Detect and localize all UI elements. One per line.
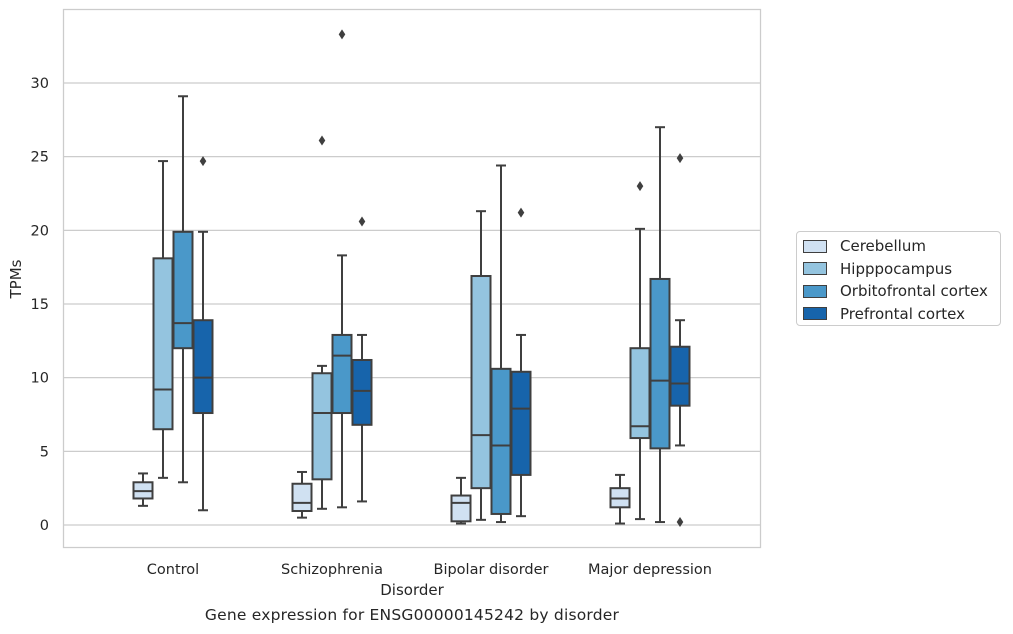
box-cerebellum (450, 476, 472, 525)
box-iqr (669, 345, 691, 407)
x-tick-labels: Control Schizophrenia Bipolar disorder Majo… (147, 562, 712, 578)
legend: Cerebellum Hipppocampus Orbitofrontal cort… (796, 231, 1001, 326)
legend-item: Prefrontal cortex (803, 303, 1000, 326)
outlier-point (636, 181, 644, 192)
box-iqr (331, 333, 353, 415)
box-prefrontal-cortex (669, 153, 691, 528)
legend-label: Hipppocampus (840, 259, 953, 278)
x-tick-label: Bipolar disorder (434, 562, 549, 578)
y-tick-label: 5 (40, 444, 49, 460)
legend-label: Cerebellum (840, 237, 926, 256)
x-axis-label: Disorder (380, 581, 444, 599)
outlier-point (338, 29, 346, 40)
box-hipppocampus (311, 135, 333, 510)
legend-item: Cerebellum (803, 235, 1000, 258)
legend-item: Orbitofrontal cortex (803, 280, 1000, 303)
legend-swatch (803, 262, 827, 276)
box-iqr (351, 358, 373, 426)
box-orbitofrontal-cortex (331, 29, 353, 509)
legend-swatch (803, 239, 827, 253)
outlier-point (676, 517, 684, 528)
box-cerebellum (291, 470, 313, 519)
y-tick-label: 0 (40, 518, 49, 534)
y-tick-label: 25 (31, 150, 49, 166)
y-axis-label: TPMs (7, 259, 25, 299)
y-tick-label: 15 (31, 297, 49, 313)
box-orbitofrontal-cortex (490, 164, 512, 524)
box-orbitofrontal-cortex (649, 126, 671, 524)
box-iqr (311, 372, 333, 481)
y-tick-label: 10 (31, 371, 49, 387)
box-prefrontal-cortex (351, 216, 373, 503)
box-iqr (490, 367, 512, 515)
box-iqr (649, 277, 671, 450)
box-cerebellum (609, 473, 631, 525)
box-hipppocampus (470, 210, 492, 521)
y-tick-label: 30 (31, 76, 49, 92)
box-hipppocampus (629, 181, 651, 521)
x-tick-label: Schizophrenia (281, 562, 383, 578)
outlier-point (676, 153, 684, 164)
chart-title: Gene expression for ENSG00000145242 by d… (204, 606, 620, 624)
box-groups (132, 29, 691, 528)
legend-swatch (803, 284, 827, 298)
box-prefrontal-cortex (192, 156, 214, 512)
legend-label: Prefrontal cortex (840, 304, 965, 323)
box-iqr (629, 347, 651, 440)
box-iqr (152, 257, 174, 431)
box-iqr (291, 482, 313, 513)
box-prefrontal-cortex (510, 207, 532, 518)
outlier-point (318, 135, 326, 146)
plot-area-frame (62, 8, 762, 549)
y-tick-labels: 0 5 10 15 20 25 30 (31, 76, 49, 534)
box-iqr (510, 370, 532, 476)
box-iqr (450, 494, 472, 523)
box-iqr (470, 275, 492, 490)
y-tick-label: 20 (31, 223, 49, 239)
legend-label: Orbitofrontal cortex (840, 282, 988, 301)
box-cerebellum (132, 472, 154, 507)
box-iqr (192, 319, 214, 415)
x-tick-label: Major depression (588, 562, 712, 578)
outlier-point (199, 156, 207, 167)
legend-swatch (803, 307, 827, 321)
box-iqr (172, 230, 194, 350)
legend-item: Hipppocampus (803, 258, 1000, 281)
x-tick-label: Control (147, 562, 199, 578)
box-orbitofrontal-cortex (172, 95, 194, 484)
box-hipppocampus (152, 160, 174, 479)
outlier-point (517, 207, 525, 218)
outlier-point (358, 216, 366, 227)
